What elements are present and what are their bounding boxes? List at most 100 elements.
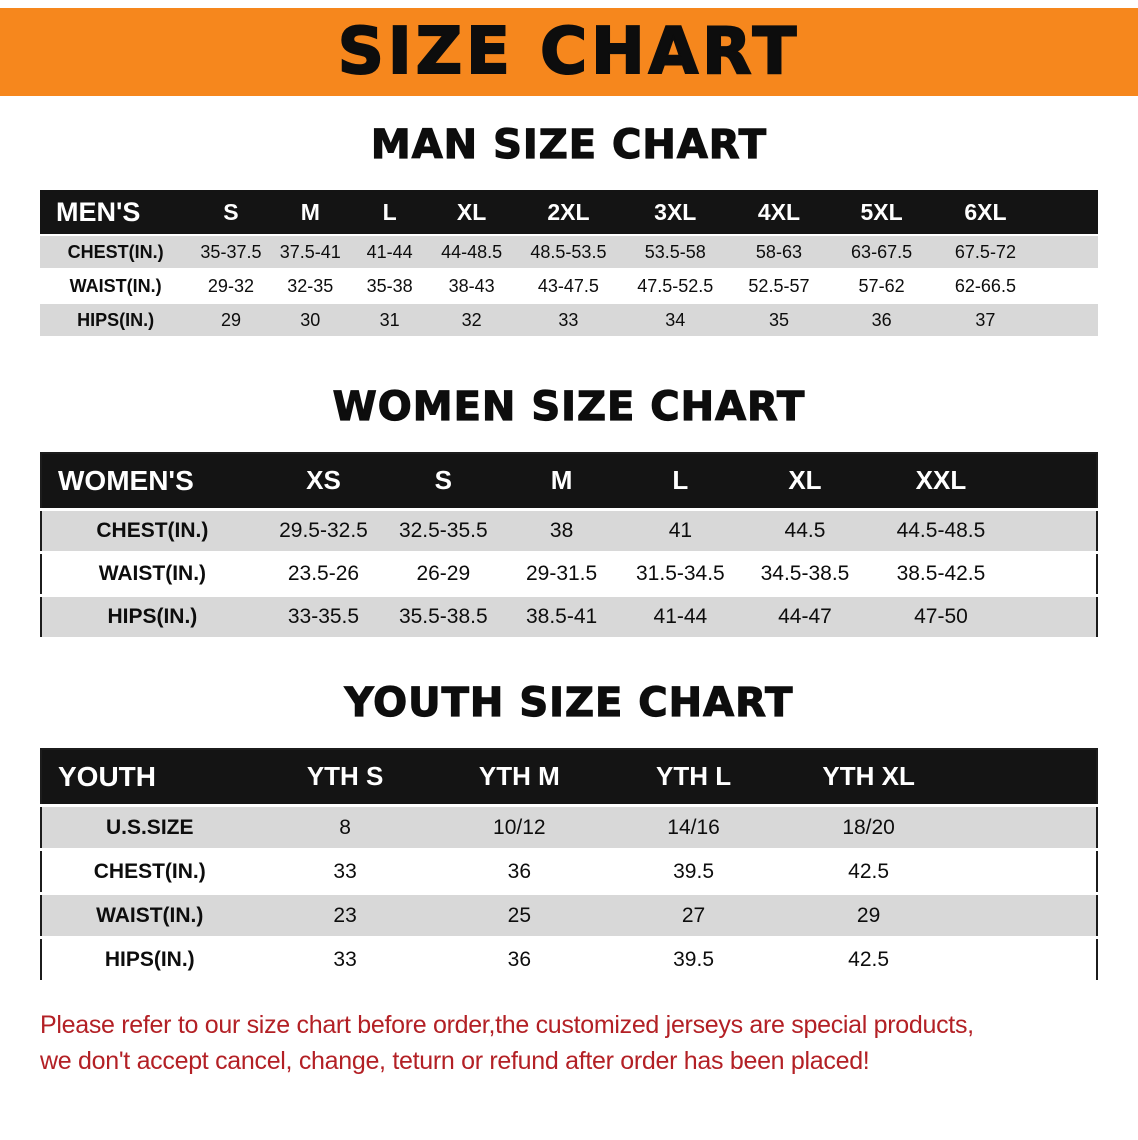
column-header: 3XL (622, 190, 728, 236)
table-row: U.S.SIZE 8 10/12 14/16 18/20 (41, 805, 1097, 851)
banner-title: SIZE CHART (337, 14, 801, 90)
size-cell: 10/12 (432, 805, 606, 851)
column-header: M (502, 453, 621, 511)
column-header: S (191, 190, 271, 236)
size-cell: 29-31.5 (502, 552, 621, 597)
column-header: 6XL (932, 190, 1098, 236)
column-header: M (270, 190, 350, 236)
size-cell: 41 (620, 509, 741, 554)
size-cell: 62-66.5 (932, 269, 1098, 304)
size-cell: 44-48.5 (429, 235, 514, 270)
size-chart-banner: SIZE CHART (0, 8, 1138, 96)
row-label: WAIST(IN.) (40, 269, 192, 304)
youth-corner-label: YOUTH (41, 748, 258, 807)
size-cell: 36 (432, 937, 606, 983)
size-cell: 18/20 (781, 805, 1097, 851)
size-cell: 35-38 (349, 269, 430, 304)
size-cell: 27 (605, 893, 782, 939)
size-cell: 35-37.5 (191, 235, 271, 270)
row-label: WAIST(IN.) (41, 893, 258, 939)
size-cell: 23 (257, 893, 433, 939)
size-cell: 39.5 (605, 849, 782, 895)
row-label: CHEST(IN.) (41, 849, 258, 895)
men-corner-label: MEN'S (40, 190, 192, 236)
youth-size-table: YOUTH YTH S YTH M YTH L YTH XL U.S.SIZE … (40, 747, 1098, 983)
table-row: WAIST(IN.) 23.5-26 26-29 29-31.5 31.5-34… (41, 552, 1097, 597)
size-cell: 43-47.5 (513, 269, 623, 304)
size-cell: 42.5 (781, 849, 1097, 895)
table-row: HIPS(IN.) 33 36 39.5 42.5 (41, 937, 1097, 983)
size-cell: 26-29 (384, 552, 503, 597)
size-cell: 37 (932, 303, 1098, 338)
size-cell: 33 (513, 303, 623, 338)
size-cell: 31.5-34.5 (620, 552, 741, 597)
size-cell: 37.5-41 (270, 235, 350, 270)
size-cell: 36 (432, 849, 606, 895)
column-header: XXL (869, 453, 1097, 511)
row-label: HIPS(IN.) (40, 303, 192, 338)
size-cell: 33 (257, 849, 433, 895)
size-cell: 36 (830, 303, 933, 338)
order-notice: Please refer to our size chart before or… (40, 1007, 1138, 1080)
column-header: 4XL (727, 190, 831, 236)
column-header: YTH L (605, 748, 782, 807)
size-cell: 39.5 (605, 937, 782, 983)
order-notice-line-2: we don't accept cancel, change, teturn o… (40, 1047, 870, 1076)
column-header: XL (429, 190, 514, 236)
size-cell: 44.5-48.5 (869, 509, 1097, 554)
size-cell: 32.5-35.5 (384, 509, 503, 554)
column-header: S (384, 453, 503, 511)
table-row: CHEST(IN.) 29.5-32.5 32.5-35.5 38 41 44.… (41, 509, 1097, 554)
row-label: HIPS(IN.) (41, 937, 258, 983)
size-cell: 33 (257, 937, 433, 983)
size-cell: 47.5-52.5 (622, 269, 728, 304)
column-header: YTH S (257, 748, 433, 807)
table-row: WAIST(IN.) 29-32 32-35 35-38 38-43 43-47… (40, 269, 1098, 304)
size-cell: 38 (502, 509, 621, 554)
row-label: CHEST(IN.) (40, 235, 192, 270)
men-section-title: MAN SIZE CHART (370, 121, 768, 168)
size-cell: 47-50 (869, 595, 1097, 640)
size-cell: 32-35 (270, 269, 350, 304)
size-cell: 29 (781, 893, 1097, 939)
size-cell: 38.5-42.5 (869, 552, 1097, 597)
size-cell: 14/16 (605, 805, 782, 851)
table-row: CHEST(IN.) 35-37.5 37.5-41 41-44 44-48.5… (40, 235, 1098, 270)
column-header: XS (262, 453, 385, 511)
size-cell: 52.5-57 (727, 269, 831, 304)
size-cell: 30 (270, 303, 350, 338)
size-cell: 35.5-38.5 (384, 595, 503, 640)
column-header: YTH XL (781, 748, 1097, 807)
size-cell: 53.5-58 (622, 235, 728, 270)
size-cell: 34 (622, 303, 728, 338)
row-label: HIPS(IN.) (41, 595, 263, 640)
women-header-row: WOMEN'S XS S M L XL XXL (41, 453, 1097, 511)
size-cell: 58-63 (727, 235, 831, 270)
youth-section-title: YOUTH SIZE CHART (344, 679, 794, 726)
size-cell: 34.5-38.5 (740, 552, 870, 597)
column-header: YTH M (432, 748, 606, 807)
table-row: HIPS(IN.) 29 30 31 32 33 34 35 36 37 (40, 303, 1098, 338)
size-cell: 44.5 (740, 509, 870, 554)
row-label: WAIST(IN.) (41, 552, 263, 597)
men-header-row: MEN'S S M L XL 2XL 3XL 4XL 5XL 6XL (40, 190, 1098, 236)
size-cell: 35 (727, 303, 831, 338)
size-cell: 48.5-53.5 (513, 235, 623, 270)
table-row: WAIST(IN.) 23 25 27 29 (41, 893, 1097, 939)
size-cell: 29 (191, 303, 271, 338)
youth-header-row: YOUTH YTH S YTH M YTH L YTH XL (41, 748, 1097, 807)
size-cell: 41-44 (620, 595, 741, 640)
size-cell: 32 (429, 303, 514, 338)
size-cell: 31 (349, 303, 430, 338)
size-cell: 29-32 (191, 269, 271, 304)
size-cell: 67.5-72 (932, 235, 1098, 270)
size-cell: 25 (432, 893, 606, 939)
size-cell: 38-43 (429, 269, 514, 304)
row-label: U.S.SIZE (41, 805, 258, 851)
table-row: HIPS(IN.) 33-35.5 35.5-38.5 38.5-41 41-4… (41, 595, 1097, 640)
size-cell: 33-35.5 (262, 595, 385, 640)
size-cell: 29.5-32.5 (262, 509, 385, 554)
column-header: 5XL (830, 190, 933, 236)
column-header: L (620, 453, 741, 511)
size-cell: 42.5 (781, 937, 1097, 983)
